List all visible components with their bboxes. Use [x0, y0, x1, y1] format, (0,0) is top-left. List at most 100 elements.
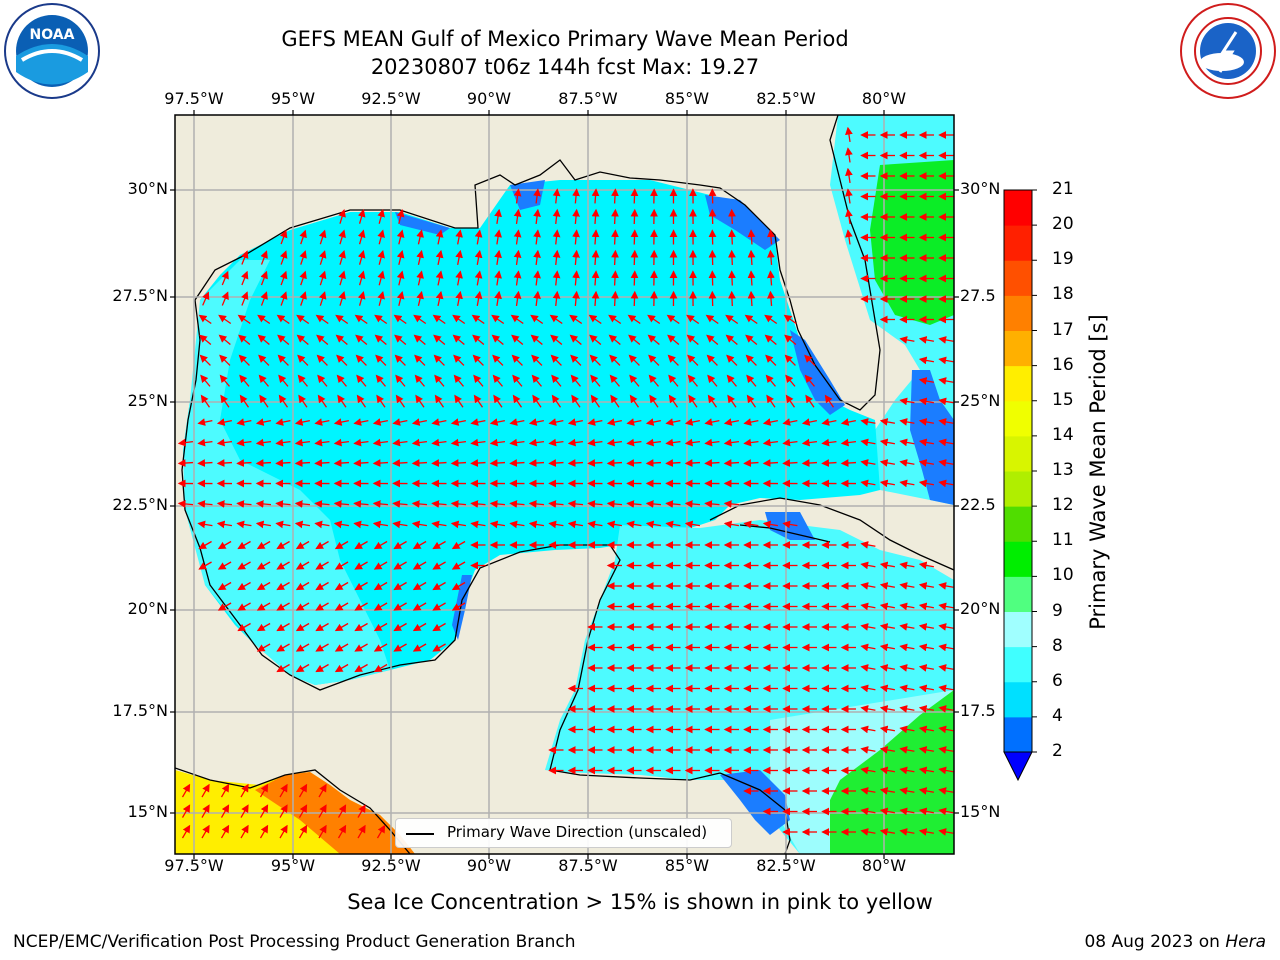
wave-arrow — [918, 746, 935, 754]
wave-arrow — [334, 602, 349, 611]
lon-label-bottom: 85°W — [664, 856, 710, 875]
wave-arrow — [550, 334, 563, 345]
wave-arrow — [824, 394, 835, 408]
wave-arrow — [782, 418, 798, 426]
colorbar-segment — [1004, 646, 1032, 683]
wave-arrow — [494, 229, 502, 245]
sea-ice-note: Sea Ice Concentration > 15% is shown in … — [347, 890, 933, 914]
wave-arrow — [373, 663, 388, 673]
wave-arrow — [260, 291, 268, 306]
wave-arrow — [450, 418, 466, 426]
wave-arrow — [767, 249, 775, 266]
wave-arrow — [295, 622, 310, 632]
wave-arrow — [218, 334, 231, 345]
wave-arrow — [432, 561, 446, 570]
wave-arrow — [471, 314, 485, 325]
wave-arrow — [840, 438, 857, 447]
wave-arrow — [276, 602, 290, 611]
colorbar-segment — [1004, 400, 1032, 437]
wave-arrow — [611, 270, 619, 286]
wave-arrow — [393, 581, 407, 591]
wave-arrow — [217, 540, 232, 550]
wave-arrow — [393, 561, 407, 570]
wave-arrow — [845, 126, 853, 143]
wave-arrow — [630, 270, 639, 286]
wave-arrow — [221, 291, 229, 306]
wave-arrow — [728, 229, 736, 245]
wave-arrow — [548, 520, 564, 529]
wave-arrow — [630, 249, 639, 266]
wave-arrow — [217, 602, 232, 611]
wave-arrow — [492, 374, 503, 387]
wave-arrow — [489, 520, 506, 529]
wave-arrow — [295, 663, 310, 673]
wave-arrow — [879, 602, 896, 611]
wave-arrow — [315, 314, 329, 325]
wave-arrow — [317, 374, 328, 387]
footer-date: 08 Aug 2023 on Hera — [1084, 932, 1266, 952]
wave-arrow — [509, 418, 525, 426]
wave-arrow — [315, 643, 329, 652]
wave-arrow — [334, 643, 349, 652]
wave-arrow — [240, 804, 249, 818]
wave-arrow — [275, 438, 291, 447]
wave-arrow — [918, 356, 935, 365]
wave-arrow — [396, 270, 405, 286]
svg-text:NOAA: NOAA — [30, 27, 75, 43]
wave-arrow — [216, 418, 232, 426]
wave-arrow — [393, 602, 407, 611]
wave-arrow — [609, 354, 621, 366]
wave-arrow — [782, 520, 798, 529]
wave-arrow — [314, 418, 330, 426]
wave-arrow — [216, 500, 233, 508]
wave-arrow — [938, 623, 954, 631]
wave-arrow — [918, 582, 935, 590]
wave-arrow — [899, 459, 915, 467]
wave-arrow — [767, 229, 775, 245]
wave-arrow — [275, 418, 291, 426]
wave-arrow — [590, 374, 601, 387]
wave-arrow — [494, 249, 502, 266]
colorbar-tick-label: 2 — [1052, 741, 1063, 761]
wave-arrow — [450, 459, 467, 467]
wave-arrow — [528, 500, 545, 508]
wave-arrow — [318, 229, 327, 245]
wave-arrow — [860, 684, 876, 693]
wave-arrow — [918, 377, 935, 385]
wave-arrow — [747, 290, 756, 307]
wave-arrow — [570, 354, 582, 366]
wave-arrow — [918, 766, 935, 775]
lon-label-top: 92.5°W — [361, 89, 421, 108]
wave-arrow — [295, 643, 310, 652]
wave-arrow — [433, 354, 445, 366]
wave-arrow — [899, 787, 915, 795]
wave-arrow — [256, 643, 271, 652]
wave-arrow — [372, 418, 388, 426]
wave-arrow — [431, 500, 447, 508]
wave-arrow — [551, 394, 562, 408]
wave-arrow — [489, 438, 506, 447]
wave-arrow — [767, 290, 775, 307]
wave-arrow — [938, 438, 954, 447]
shelf-nw — [395, 212, 450, 235]
wave-arrow — [572, 229, 580, 245]
wave-arrow — [528, 520, 545, 529]
wave-arrow — [899, 664, 915, 672]
wave-arrow — [393, 540, 407, 550]
colorbar-segment — [1004, 330, 1032, 367]
wave-arrow — [276, 622, 290, 632]
wave-arrow — [918, 684, 935, 693]
wave-arrow — [374, 314, 388, 325]
wave-arrow — [220, 783, 230, 798]
wave-arrow — [236, 520, 252, 529]
wave-arrow — [414, 374, 425, 387]
wave-arrow — [198, 561, 212, 570]
wave-arrow — [552, 290, 561, 307]
wave-arrow — [938, 418, 954, 426]
wave-arrow — [455, 229, 463, 245]
wave-arrow — [236, 418, 252, 426]
wave-arrow — [899, 643, 915, 652]
wave-arrow — [918, 807, 935, 816]
wave-arrow — [918, 602, 935, 611]
wave-arrow — [510, 314, 524, 325]
